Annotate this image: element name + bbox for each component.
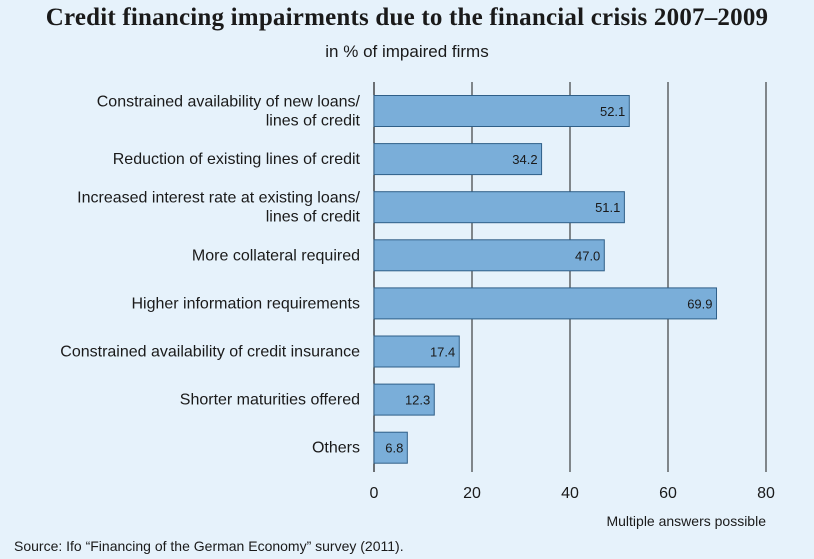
bar [373, 143, 543, 176]
category-label: Constrained availability of credit insur… [60, 344, 360, 361]
category-label: Shorter maturities offered [180, 392, 360, 409]
bar-value-label: 47.0 [575, 248, 600, 263]
x-tick-label: 40 [561, 485, 579, 502]
category-label: Increased interest rate at existing loan… [77, 190, 360, 207]
category-label: Higher information requirements [131, 295, 360, 312]
category-label: Others [312, 440, 360, 457]
bar [373, 431, 408, 464]
bar-value-label: 6.8 [385, 441, 403, 456]
bar-value-label: 17.4 [430, 345, 455, 360]
category-label: Constrained availability of new loans/ [97, 94, 361, 111]
multiple-answers-note: Multiple answers possible [606, 513, 766, 529]
category-label: Reduction of existing lines of credit [113, 151, 361, 168]
x-tick-label: 80 [757, 485, 775, 502]
chart-subtitle: in % of impaired firms [325, 42, 489, 61]
bar-value-label: 52.1 [600, 104, 625, 119]
source-note: Source: Ifo “Financing of the German Eco… [14, 538, 404, 554]
bar-value-label: 34.2 [512, 152, 537, 167]
category-label: lines of credit [266, 209, 361, 226]
x-tick-label: 0 [370, 485, 379, 502]
x-tick-label: 20 [463, 485, 481, 502]
bar [373, 95, 630, 127]
bar [373, 287, 718, 320]
bar [373, 335, 460, 368]
bar-value-label: 51.1 [595, 200, 620, 215]
bar [373, 191, 625, 224]
category-label: More collateral required [192, 247, 360, 264]
bar [373, 383, 435, 416]
bar-value-label: 12.3 [405, 393, 430, 408]
chart-title: Credit financing impairments due to the … [45, 4, 769, 31]
x-tick-label: 60 [659, 485, 677, 502]
category-label: lines of credit [266, 113, 361, 130]
bar [373, 239, 605, 272]
bar-value-label: 69.9 [687, 296, 712, 311]
